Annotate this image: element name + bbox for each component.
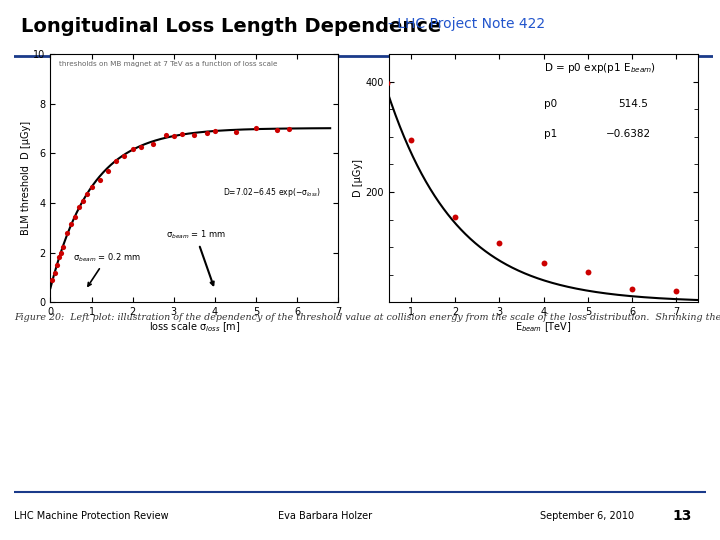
Text: p0: p0 (544, 99, 557, 109)
Point (94, 176, 106, 184)
Text: D = p0 exp(p1 E$_{beam}$): D = p0 exp(p1 E$_{beam}$) (544, 62, 656, 76)
Text: 13: 13 (672, 509, 692, 523)
Point (251, 124, 262, 133)
Point (582, 268, 593, 276)
Point (135, 143, 147, 152)
Point (210, 126, 221, 135)
Point (55, 249, 66, 258)
Point (110, 157, 122, 166)
Point (102, 166, 114, 175)
Point (86, 182, 97, 191)
Point (49, 269, 60, 278)
Point (538, 258, 549, 267)
Point (283, 125, 294, 133)
Point (148, 139, 159, 148)
Text: - LHC Project Note 422: - LHC Project Note 422 (388, 17, 545, 31)
Point (494, 239, 505, 248)
Point (271, 125, 282, 134)
Point (47, 275, 58, 284)
Point (670, 287, 682, 296)
Text: p1: p1 (544, 129, 557, 139)
Text: thresholds on MB magnet at 7 TeV as a function of loss scale: thresholds on MB magnet at 7 TeV as a fu… (59, 62, 277, 68)
Text: Longitudinal Loss Length Dependence: Longitudinal Loss Length Dependence (22, 17, 441, 36)
Point (73, 202, 85, 211)
Text: Figure 20:  Left plot: illustration of the dependency of the threshold value at : Figure 20: Left plot: illustration of th… (14, 313, 720, 322)
Text: LHC Machine Protection Review: LHC Machine Protection Review (14, 511, 169, 521)
Point (66, 220, 77, 228)
Point (61, 228, 73, 237)
Point (168, 132, 179, 141)
Point (160, 131, 171, 139)
Point (201, 128, 212, 137)
Point (119, 152, 130, 160)
Y-axis label: BLM threshold  D [μGy]: BLM threshold D [μGy] (20, 121, 30, 235)
Point (626, 284, 638, 293)
X-axis label: loss scale σ$_{loss}$ [m]: loss scale σ$_{loss}$ [m] (149, 320, 240, 334)
Point (78, 197, 89, 205)
Point (381, 78, 392, 87)
Point (69, 212, 81, 221)
Text: September 6, 2010: September 6, 2010 (540, 511, 634, 521)
Point (81, 190, 93, 198)
Text: Eva Barbara Holzer: Eva Barbara Holzer (279, 511, 372, 521)
Y-axis label: D [μGy]: D [μGy] (353, 159, 363, 197)
Text: −0.6382: −0.6382 (606, 129, 651, 139)
Text: D=7.02−6.45 exp(−σ$_{loss}$): D=7.02−6.45 exp(−σ$_{loss}$) (223, 186, 321, 199)
X-axis label: E$_{beam}$ [TeV]: E$_{beam}$ [TeV] (516, 320, 572, 334)
Point (127, 145, 138, 153)
Point (53, 252, 64, 261)
Point (176, 130, 188, 139)
Text: σ$_{beam}$ = 0.2 mm: σ$_{beam}$ = 0.2 mm (73, 251, 140, 286)
Point (51, 260, 63, 269)
Text: 514.5: 514.5 (618, 99, 648, 109)
Point (405, 135, 417, 144)
Text: σ$_{beam}$ = 1 mm: σ$_{beam}$ = 1 mm (166, 229, 226, 285)
Point (189, 131, 200, 140)
Point (449, 213, 461, 221)
Point (57, 243, 68, 252)
Point (230, 127, 241, 136)
